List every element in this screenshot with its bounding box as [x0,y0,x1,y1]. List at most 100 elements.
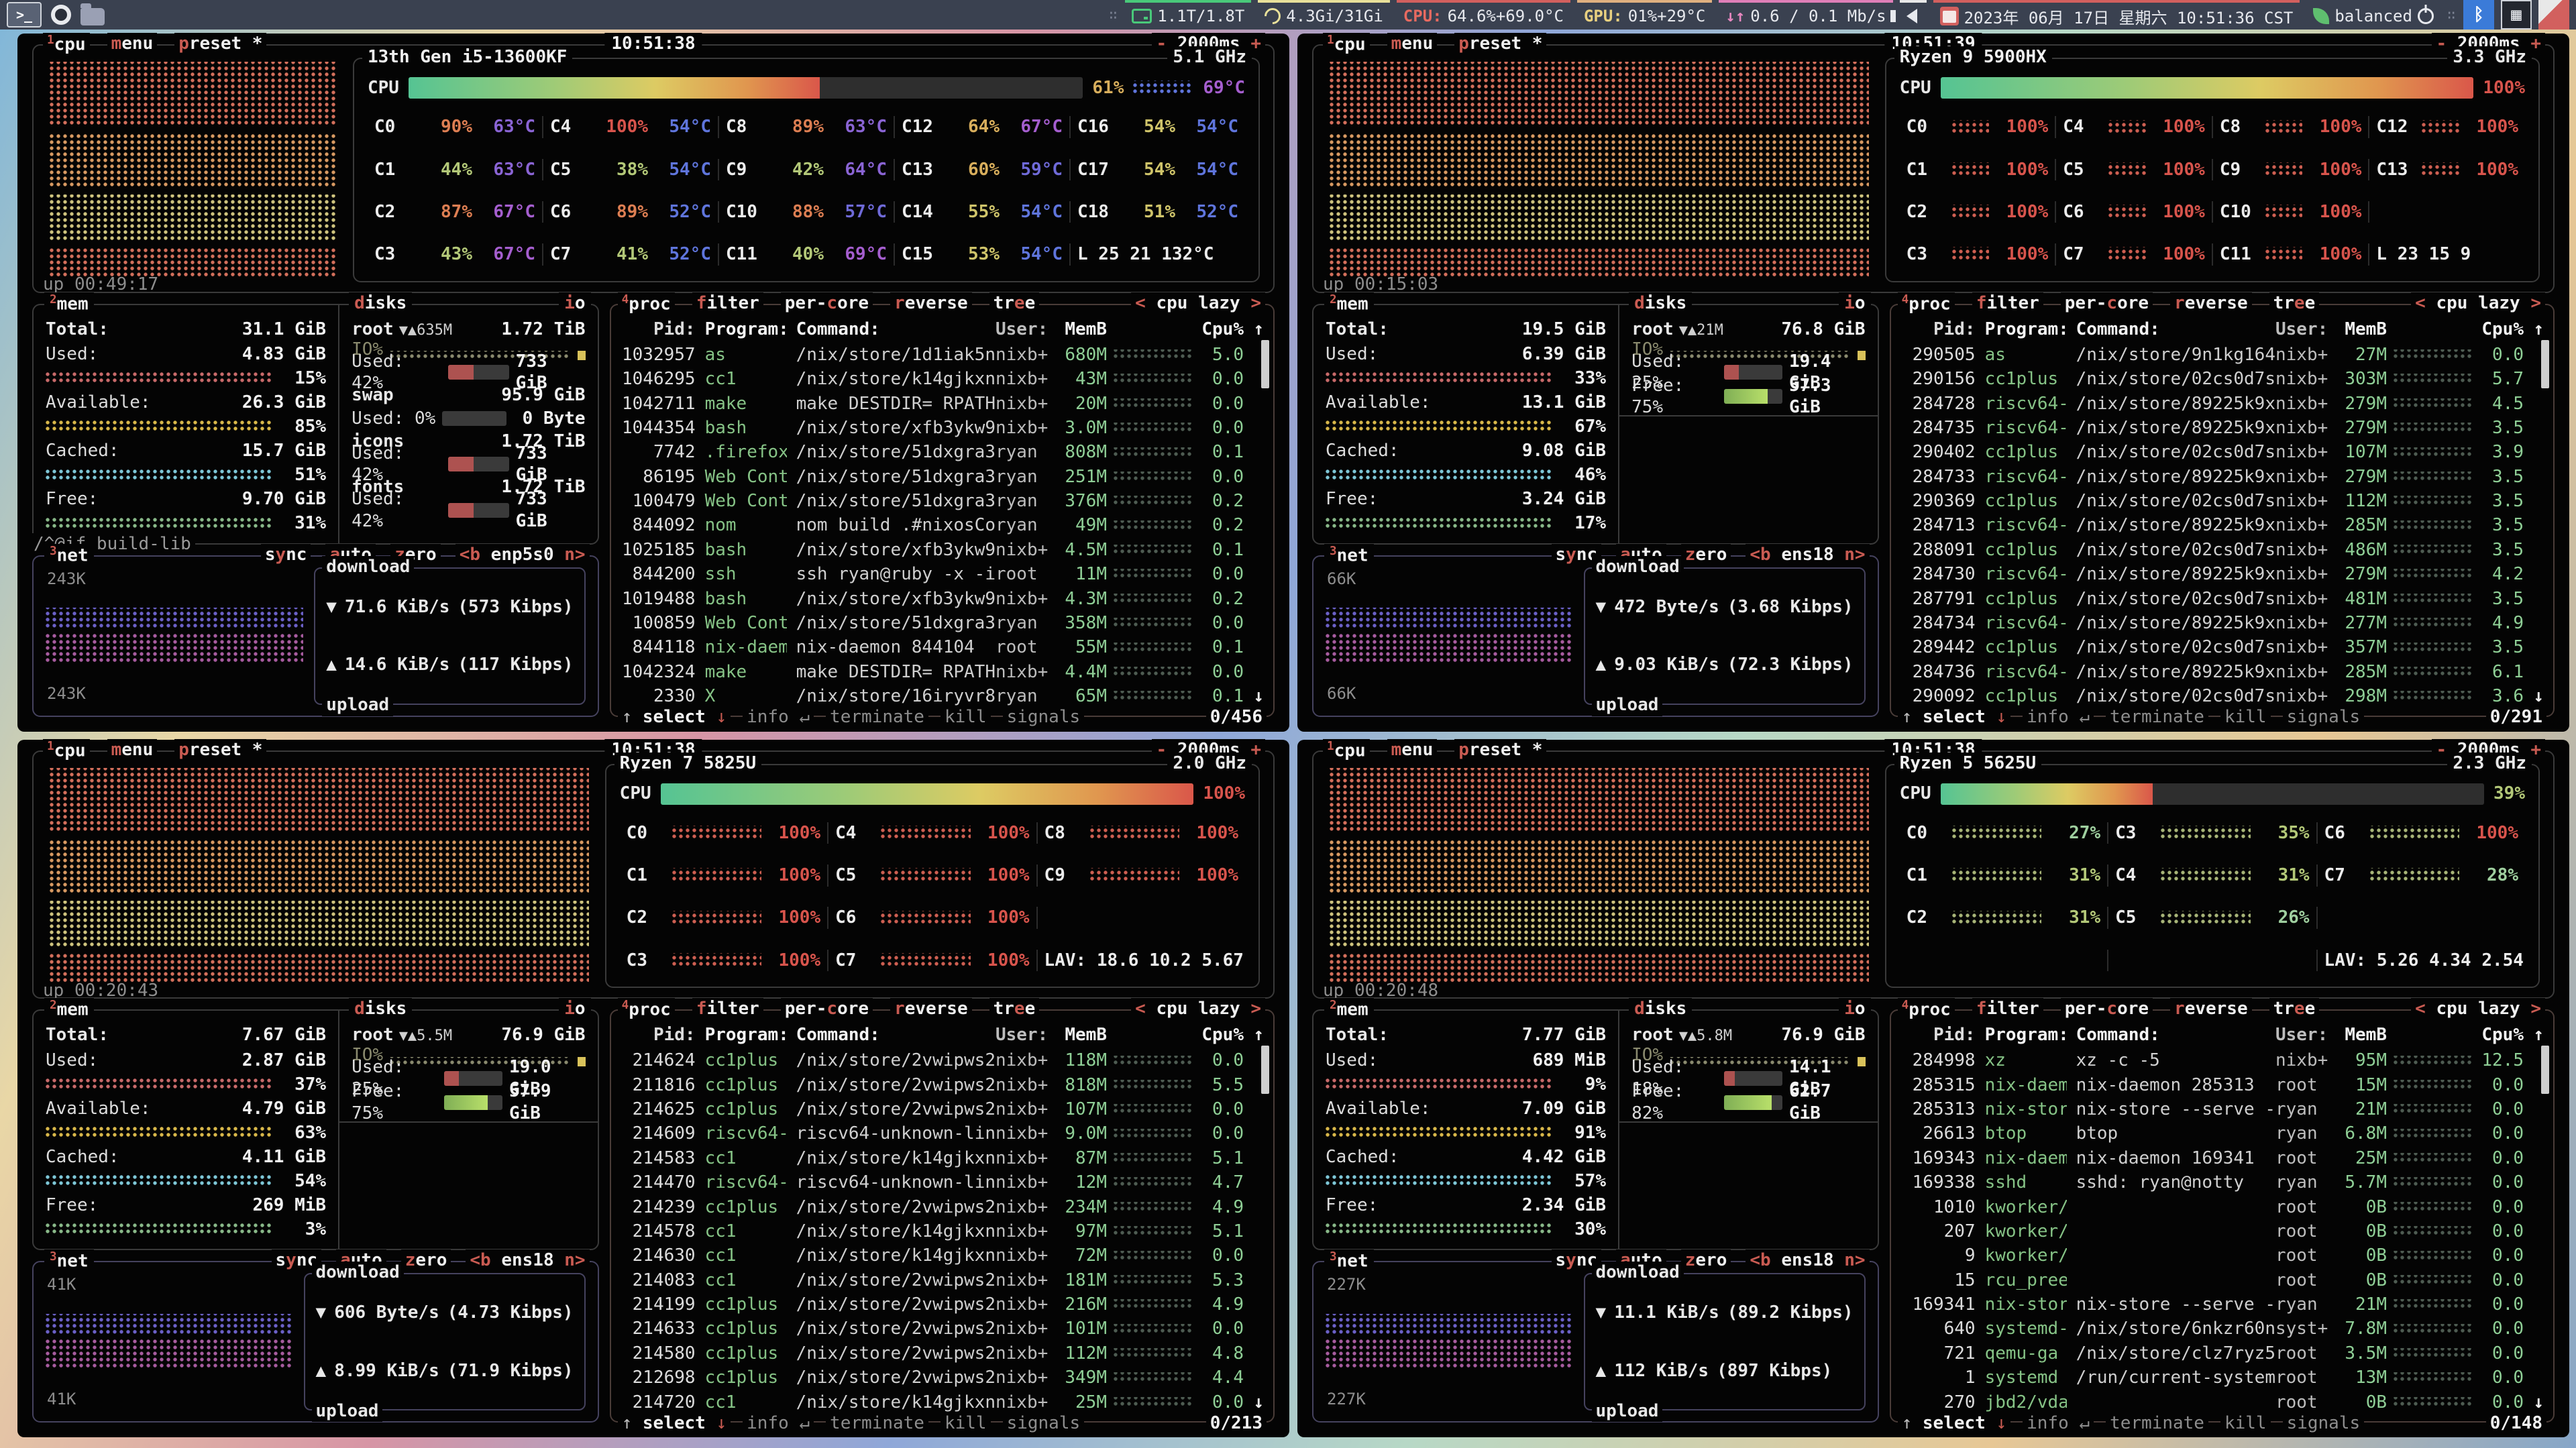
net-interface-tab[interactable]: <b ens18 n> [466,1249,590,1272]
net-title[interactable]: 3net [44,1249,94,1273]
tab-menu[interactable]: menu [107,33,158,56]
process-row[interactable]: 290092 cc1plus/nix/store/02cs0d7s nixb+ 29… [1912,686,2544,707]
memory-usage-chip[interactable]: 4.3Gi/31Gi [1258,0,1390,30]
mem-title[interactable]: 2mem [44,292,94,316]
net-interface-tab[interactable]: <b enp5s0 n> [455,543,590,566]
bluetooth-icon[interactable]: ᛒ [2463,0,2494,30]
process-row[interactable]: 1 systemd/run/current-system root 13M 0.0 [1964,1368,2524,1388]
proc-action-info[interactable]: info ↵ [743,706,814,728]
terminal-icon[interactable]: >_ [7,2,42,27]
net-interface-tab[interactable]: <b ens18 n> [1746,1249,1870,1272]
proc-tab-reverse[interactable]: reverse [2170,292,2252,316]
process-row[interactable]: 285313 nix-stor nix-store --serve - ryan 21… [1912,1099,2524,1120]
process-row[interactable]: 290402 cc1plus/nix/store/02cs0d7s nixb+ 10… [1912,442,2524,463]
process-row[interactable]: 844200 ssh ssh ryan@ruby -x -i root 11M 0.0 [632,564,1244,585]
proc-tab-tree[interactable]: tree [2269,292,2320,316]
process-row[interactable]: 1010 kworker/ root 0B 0.0 [1933,1196,2524,1217]
gpu-usage-chip[interactable]: GPU: 01%+29°C [1576,0,1713,30]
process-row[interactable]: 214470 riscv64- riscv64-unknown-lin nixb+ 1… [632,1172,1244,1193]
net-title[interactable]: 3net [1324,1249,1374,1273]
proc-table-header[interactable]: Pid: Program: Command: User: MemB Cpu% ↑ [1933,319,2544,339]
proc-scrollbar[interactable] [1261,339,1269,388]
process-row[interactable]: 284733 riscv64-/nix/store/89225k9x nixb+ 2… [1912,466,2524,487]
process-row[interactable]: 284735 riscv64-/nix/store/89225k9x nixb+ 2… [1912,417,2524,438]
proc-tab-reverse[interactable]: reverse [890,998,972,1021]
process-row[interactable]: 26613 btop btop ryan 6.8M 0.0 [1923,1123,2524,1144]
proc-title[interactable]: 4proc [617,292,675,316]
process-row[interactable]: 214624 cc1plus/nix/store/2vwipws2 nixb+ 11… [632,1050,1244,1071]
net-interface-tab[interactable]: <b ens18 n> [1746,543,1870,566]
io-tab[interactable]: io [559,998,591,1020]
io-tab[interactable]: io [1839,998,1871,1020]
process-row[interactable]: 211816 cc1plus/nix/store/2vwipws2 nixb+ 81… [632,1074,1244,1095]
proc-action-info[interactable]: info ↵ [2023,1412,2094,1434]
proc-action-kill[interactable]: kill [2220,706,2271,728]
proc-title[interactable]: 4proc [1897,292,1955,316]
proc-tab-filter[interactable]: filter [692,292,763,316]
process-row[interactable]: 290156 cc1plus/nix/store/02cs0d7s nixb+ 30… [1912,369,2524,390]
tab-preset[interactable]: preset * [1454,33,1547,56]
process-row[interactable]: 214630 cc1/nix/store/k14gjkxn nixb+ 72M 0.0 [632,1245,1244,1266]
mem-title[interactable]: 2mem [1324,998,1374,1021]
file-manager-icon[interactable] [80,3,105,25]
proc-action-signals[interactable]: signals [2282,1412,2365,1434]
proc-title[interactable]: 4proc [1897,998,1955,1021]
disk-usage-chip[interactable]: 1.1T/1.8T [1125,0,1252,30]
net-tab-sync[interactable]: sync [1551,1249,1602,1272]
proc-action-signals[interactable]: signals [2282,706,2365,728]
proc-action-signals[interactable]: signals [1002,706,1085,728]
proc-title[interactable]: 4proc [617,998,675,1021]
process-row[interactable]: 214633 cc1plus/nix/store/2vwipws2 nixb+ 10… [632,1319,1244,1339]
proc-sort-control[interactable]: < cpu lazy > [1131,998,1265,1020]
process-row[interactable]: 214609 riscv64- riscv64-unknown-lin nixb+ 9… [632,1123,1244,1144]
process-row[interactable]: 844118 nix-daem nix-daemon 844104 root 55M 0… [632,637,1244,658]
proc-action-terminate[interactable]: terminate [826,1412,928,1434]
proc-table-header[interactable]: Pid: Program: Command: User: MemB Cpu% ↑ [653,1025,1264,1046]
process-row[interactable]: 169338 sshd sshd: ryan@notty ryan 5.7M 0.0 [1912,1172,2524,1193]
process-row[interactable]: 287791 cc1plus/nix/store/02cs0d7s nixb+ 48… [1912,588,2524,609]
browser-icon[interactable] [51,5,71,25]
proc-action-terminate[interactable]: terminate [826,706,928,728]
process-row[interactable]: 100859 Web Cont/nix/store/51dxgra3 ryan 35… [632,612,1244,633]
process-row[interactable]: 721 qemu-ga/nix/store/clz7ryz5 root 3.5M 0.… [1943,1343,2524,1363]
proc-scrollbar[interactable] [1261,1046,1269,1095]
tab-cpu[interactable]: 1cpu [1323,738,1370,762]
proc-tab-reverse[interactable]: reverse [890,292,972,316]
process-row[interactable]: 214580 cc1plus/nix/store/2vwipws2 nixb+ 11… [632,1343,1244,1363]
process-row[interactable]: 214239 cc1plus/nix/store/2vwipws2 nixb+ 23… [632,1196,1244,1217]
tab-preset[interactable]: preset * [174,738,267,762]
proc-sort-control[interactable]: < cpu lazy > [2411,292,2545,315]
proc-tab-tree[interactable]: tree [989,998,1040,1021]
process-row[interactable]: 207 kworker/ root 0B 0.0 [1943,1221,2524,1241]
proc-sort-control[interactable]: < cpu lazy > [1131,292,1265,315]
proc-scrollbar[interactable] [2541,1046,2549,1095]
clock-chip[interactable]: 2023年 06月 17日 星期六 10:51:36 CST [1933,0,2300,30]
mem-title[interactable]: 2mem [1324,292,1374,316]
io-tab[interactable]: io [1839,292,1871,315]
process-row[interactable]: 844092 nom nom build .#nixosCo ryan 49M 0.2 [632,515,1244,536]
proc-action-kill[interactable]: kill [2220,1412,2271,1434]
process-row[interactable]: 284998 xz xz -c -5 nixb+ 95M 12.5 [1912,1050,2524,1071]
net-tab-zero[interactable]: zero [400,1249,451,1272]
tab-menu[interactable]: menu [1387,738,1438,762]
process-row[interactable]: 284734 riscv64-/nix/store/89225k9x nixb+ 2… [1912,612,2524,633]
process-row[interactable]: 284728 riscv64-/nix/store/89225k9x nixb+ 2… [1912,393,2524,414]
tab-menu[interactable]: menu [107,738,158,762]
proc-table-header[interactable]: Pid: Program: Command: User: MemB Cpu% ↑ [653,319,1264,339]
proc-action-kill[interactable]: kill [940,706,991,728]
power-profile-chip[interactable]: balanced [2306,0,2440,30]
proc-tab-tree[interactable]: tree [2269,998,2320,1021]
proc-tab-per-core[interactable]: per-core [780,292,873,316]
process-row[interactable]: 1019488 bash/nix/store/xfb3ykw9 nixb+ 4.3M… [622,588,1244,609]
process-row[interactable]: 169341 nix-stor nix-store --serve - ryan 21… [1912,1294,2524,1315]
proc-tab-per-core[interactable]: per-core [2060,998,2153,1021]
proc-action-terminate[interactable]: terminate [2106,706,2208,728]
tab-preset[interactable]: preset * [174,33,267,56]
process-row[interactable]: 640 systemd-/nix/store/6nkzr60n syst+ 7.8M… [1943,1319,2524,1339]
proc-table-header[interactable]: Pid: Program: Command: User: MemB Cpu% ↑ [1933,1025,2544,1046]
process-row[interactable]: 284730 riscv64-/nix/store/89225k9x nixb+ 2… [1912,564,2524,585]
tab-cpu[interactable]: 1cpu [43,33,90,56]
disks-title[interactable]: disks [349,292,413,315]
process-row[interactable]: 284713 riscv64-/nix/store/89225k9x nixb+ 2… [1912,515,2524,536]
process-row[interactable]: 86195 Web Cont/nix/store/51dxgra3 ryan 251… [643,466,1244,487]
